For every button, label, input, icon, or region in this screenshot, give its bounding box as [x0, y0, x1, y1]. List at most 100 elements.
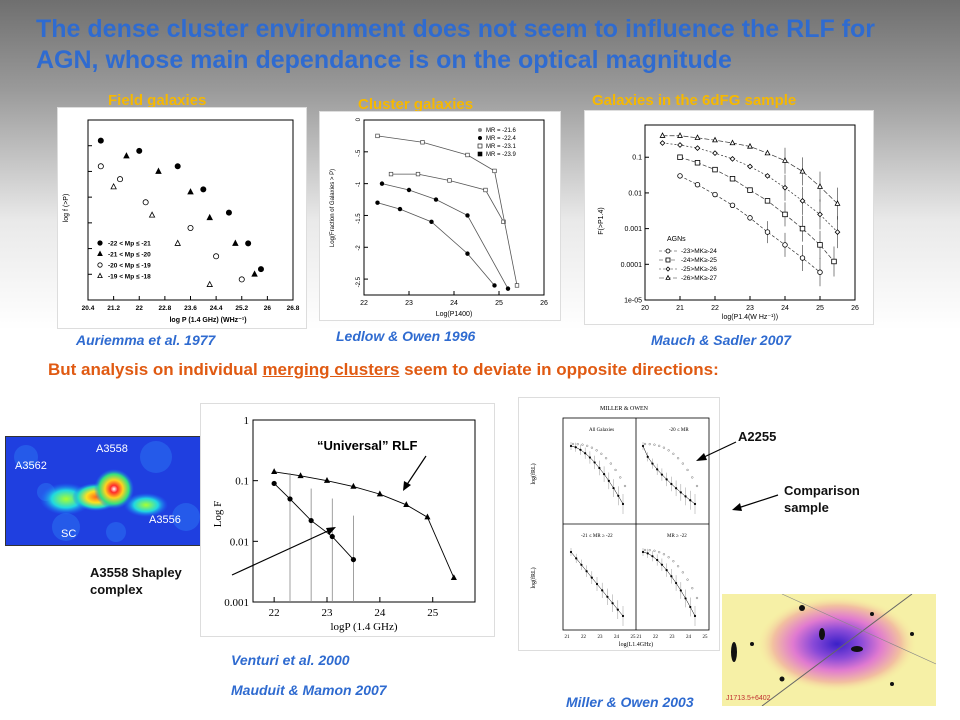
- miller-comparison-point: [571, 442, 575, 446]
- sixdf-point: [677, 173, 683, 179]
- citation-mauduit: Mauduit & Mamon 2007: [231, 682, 387, 698]
- cluster-ytick-label: -1: [356, 181, 362, 187]
- sixdf-point: [831, 258, 837, 265]
- miller-comparison-point: [691, 587, 694, 590]
- sixdf-point: [729, 176, 736, 182]
- field-point: [251, 270, 258, 277]
- miller-xtick-label: 21: [637, 635, 643, 640]
- miller-comparison-point: [619, 476, 622, 479]
- field-legend-label: -20 < Mp ≤ -19: [108, 263, 151, 270]
- miller-comparison-point: [653, 549, 656, 552]
- miller-comparison-point: [623, 484, 627, 488]
- sixdf-xtick-label: 26: [851, 305, 859, 312]
- sixdf-point: [659, 140, 666, 146]
- citation-miller: Miller & Owen 2003: [566, 694, 694, 710]
- miller-comparison-point: [695, 596, 699, 600]
- field-legend-marker: [97, 272, 103, 279]
- cluster-xtick-label: 26: [540, 300, 548, 307]
- sixdf-point: [834, 229, 841, 235]
- field-xtick-label: 22.8: [159, 305, 172, 312]
- miller-comparison-point: [643, 548, 647, 552]
- venturi-universal-point: [323, 477, 331, 483]
- cluster-point: [505, 286, 511, 291]
- shapley-label-a3562: A3562: [15, 460, 47, 472]
- cluster-series-line: [377, 135, 518, 286]
- field-xtick-label: 26: [264, 305, 272, 312]
- a2255-arrow: [696, 441, 737, 461]
- field-point: [142, 199, 149, 206]
- miller-quad-label-2: -20 ≤ MR: [669, 428, 689, 433]
- field-xtick-label: 20.4: [82, 305, 95, 312]
- sixdf-galaxies-title: Galaxies in the 6dFG sample: [592, 92, 797, 109]
- field-legend: -22 < Mp ≤ -21 -21 < Mp ≤ -20 -20 < Mp ≤ -…: [97, 240, 151, 281]
- venturi-universal-point: [424, 513, 431, 520]
- sixdf-point: [694, 134, 701, 140]
- sixdf-ytick-label: 0.001: [624, 226, 642, 233]
- field-point: [174, 163, 181, 170]
- miller-comparison-point: [676, 457, 680, 460]
- sixdf-point: [817, 242, 823, 248]
- cluster-ytick-label: 0: [356, 117, 362, 121]
- cluster-xlabel: Log(P1400): [436, 311, 473, 318]
- cluster-legend-label: MR = -22.4: [486, 136, 517, 142]
- sixdf-point: [729, 156, 736, 162]
- sixdf-point: [712, 150, 718, 157]
- miller-chart: MILLER & OWEN All Galaxies -20 ≤ MR -21 …: [530, 406, 710, 648]
- field-marks: [97, 137, 264, 287]
- field-galaxies-plot: log f (>P) 20.4 21.2 22 22.8 23.6 24.4 25.2 26 2…: [58, 108, 306, 328]
- field-point: [257, 266, 264, 273]
- sixdf-point: [712, 191, 718, 198]
- miller-xtick-label: 22: [653, 635, 659, 640]
- comparison-arrow: [732, 494, 779, 511]
- sixdf-point: [764, 229, 771, 235]
- field-point: [97, 137, 104, 144]
- sixdf-series-line: [662, 142, 838, 233]
- field-point: [110, 182, 117, 190]
- venturi-a3558-point: [350, 556, 357, 563]
- sixdf-ytick-label: 0.1: [632, 155, 642, 162]
- miller-series-line: [570, 551, 624, 617]
- field-xticks: 20.4 21.2 22 22.8 23.6 24.4 25.2 26 26.8: [82, 145, 300, 312]
- miller-comparison-point: [672, 560, 675, 563]
- sixdf-point: [677, 142, 683, 148]
- miller-comparison-point: [691, 476, 694, 479]
- miller-xtick-label: 25: [631, 635, 637, 640]
- cluster-series-line: [391, 173, 504, 223]
- cluster-point: [465, 152, 470, 158]
- venturi-a3558-point: [271, 480, 277, 487]
- cluster-point: [429, 219, 434, 225]
- subtitle-after: seem to deviate in opposite directions:: [399, 360, 719, 379]
- cluster-point: [465, 251, 470, 256]
- miller-xtick-label: 22: [581, 635, 587, 640]
- merging-clusters-link[interactable]: merging clusters: [262, 360, 400, 379]
- sixdf-point: [694, 145, 701, 151]
- slide-title: The dense cluster environment does not s…: [36, 15, 876, 74]
- sixdf-point: [747, 142, 753, 149]
- venturi-universal-point: [376, 490, 383, 497]
- sixdf-point: [799, 225, 806, 232]
- venturi-ytick-label: 0.1: [235, 476, 249, 488]
- venturi-xtick-label: 25: [427, 607, 439, 619]
- cluster-point: [397, 206, 403, 212]
- sixdf-xtick-label: 22: [711, 305, 719, 312]
- field-point: [238, 276, 245, 283]
- universal-rlf-arrowhead: [403, 481, 411, 491]
- field-point: [155, 167, 162, 174]
- miller-quad-label-all: All Galaxies: [589, 428, 614, 433]
- universal-rlf-arrow: [405, 455, 427, 487]
- sixdf-point: [694, 160, 701, 166]
- cluster-xtick-label: 23: [405, 300, 413, 307]
- venturi-ylabel: Log F: [212, 501, 224, 528]
- miller-ylabel-bottom: log(fRL): [530, 567, 537, 588]
- sixdf-legend-marker: [665, 266, 671, 272]
- field-xlabel: log P (1.4 GHz) (WHz⁻¹): [169, 317, 246, 324]
- universal-rlf-label: “Universal” RLF: [317, 438, 417, 453]
- miller-marks: 21 22 23 24 25 21 22 23 24 25: [565, 442, 708, 640]
- sixdf-legend-marker: [665, 257, 671, 263]
- sixdf-legend: AGNs -23>MK≥-24 -24>MK≥-25 -25>MK≥-26 -26>M…: [659, 236, 717, 282]
- cluster-point: [514, 283, 520, 288]
- venturi-xtick-label: 24: [374, 607, 386, 619]
- venturi-a3558-point: [329, 533, 335, 540]
- miller-comparison-point: [609, 462, 612, 465]
- miller-comparison-point: [581, 443, 584, 446]
